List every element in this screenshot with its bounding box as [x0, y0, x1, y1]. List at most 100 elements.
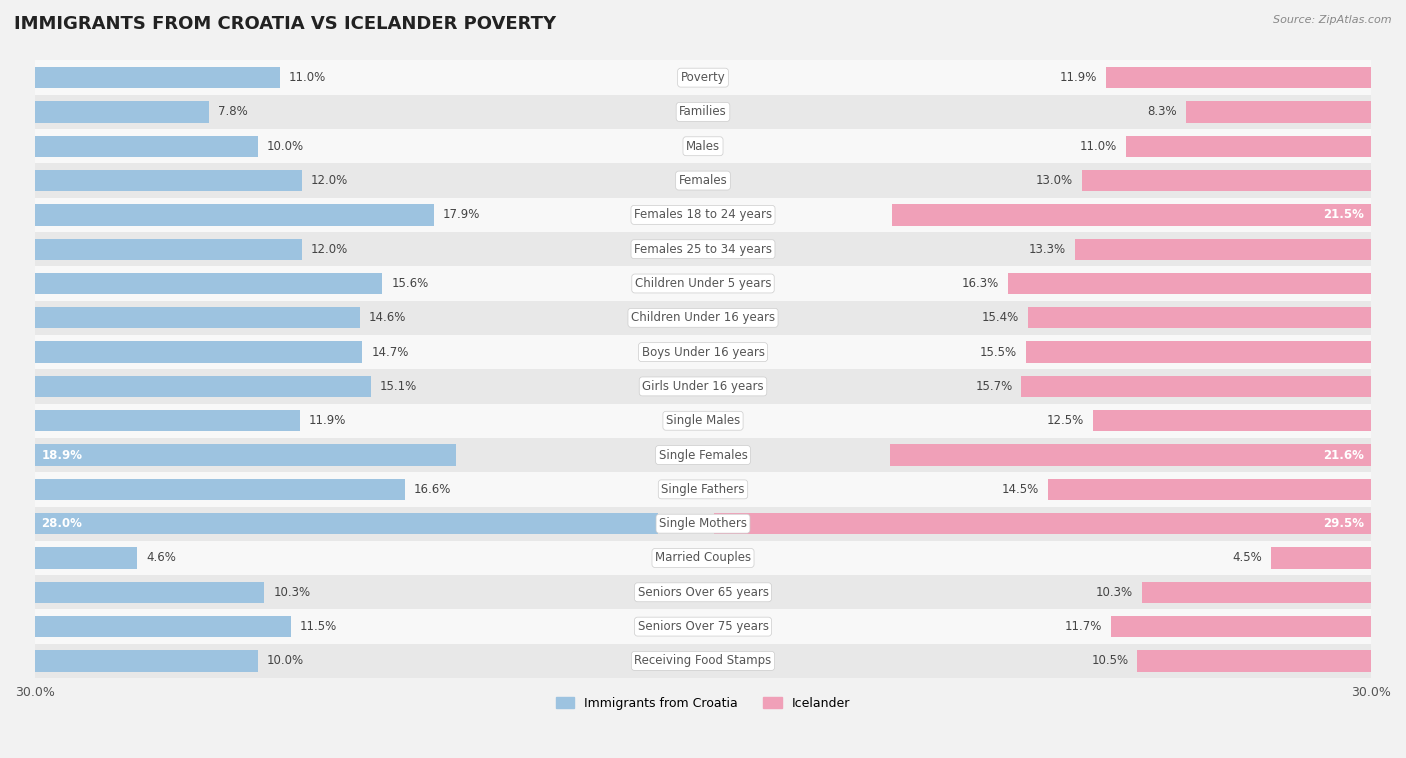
Text: Married Couples: Married Couples — [655, 552, 751, 565]
Bar — [35, 575, 1371, 609]
Text: 18.9%: 18.9% — [42, 449, 83, 462]
Text: 11.9%: 11.9% — [309, 414, 346, 428]
Bar — [35, 342, 363, 363]
Bar — [35, 61, 1371, 95]
Text: 14.5%: 14.5% — [1002, 483, 1039, 496]
Bar — [35, 506, 1371, 540]
Text: Poverty: Poverty — [681, 71, 725, 84]
Text: 15.4%: 15.4% — [981, 312, 1019, 324]
Bar — [35, 616, 291, 637]
Text: 10.0%: 10.0% — [267, 139, 304, 153]
Text: 16.6%: 16.6% — [413, 483, 451, 496]
Bar — [35, 540, 1371, 575]
Text: 11.7%: 11.7% — [1064, 620, 1102, 633]
Bar — [35, 136, 257, 157]
Bar — [35, 472, 1371, 506]
Bar — [35, 307, 360, 328]
Text: Receiving Food Stamps: Receiving Food Stamps — [634, 654, 772, 667]
Text: Single Mothers: Single Mothers — [659, 517, 747, 530]
Text: 4.6%: 4.6% — [146, 552, 176, 565]
Text: 10.3%: 10.3% — [1095, 586, 1133, 599]
Text: 7.8%: 7.8% — [218, 105, 247, 118]
Bar — [35, 609, 1371, 644]
Bar — [890, 444, 1371, 465]
Text: 15.5%: 15.5% — [980, 346, 1017, 359]
Text: IMMIGRANTS FROM CROATIA VS ICELANDER POVERTY: IMMIGRANTS FROM CROATIA VS ICELANDER POV… — [14, 15, 557, 33]
Bar — [1047, 479, 1371, 500]
Bar — [35, 164, 1371, 198]
Bar — [35, 102, 208, 123]
Text: 12.0%: 12.0% — [311, 243, 349, 255]
Text: Females 25 to 34 years: Females 25 to 34 years — [634, 243, 772, 255]
Text: 11.0%: 11.0% — [288, 71, 326, 84]
Text: Males: Males — [686, 139, 720, 153]
Text: Single Females: Single Females — [658, 449, 748, 462]
Bar — [35, 170, 302, 191]
Bar — [35, 198, 1371, 232]
Text: 10.0%: 10.0% — [267, 654, 304, 667]
Bar — [1107, 67, 1371, 88]
Text: 14.6%: 14.6% — [368, 312, 406, 324]
Bar — [1111, 616, 1371, 637]
Bar — [35, 650, 257, 672]
Text: Children Under 16 years: Children Under 16 years — [631, 312, 775, 324]
Bar — [35, 369, 1371, 403]
Bar — [35, 67, 280, 88]
Text: Boys Under 16 years: Boys Under 16 years — [641, 346, 765, 359]
Bar — [35, 273, 382, 294]
Bar — [1187, 102, 1371, 123]
Bar — [35, 204, 433, 226]
Text: Seniors Over 65 years: Seniors Over 65 years — [637, 586, 769, 599]
Bar — [1271, 547, 1371, 568]
Bar — [1008, 273, 1371, 294]
Bar — [35, 129, 1371, 164]
Text: 13.0%: 13.0% — [1036, 174, 1073, 187]
Bar — [1026, 342, 1371, 363]
Text: Single Males: Single Males — [666, 414, 740, 428]
Bar — [1092, 410, 1371, 431]
Text: Single Fathers: Single Fathers — [661, 483, 745, 496]
Bar — [714, 513, 1371, 534]
Bar — [1142, 581, 1371, 603]
Bar — [1137, 650, 1371, 672]
Bar — [35, 410, 299, 431]
Bar — [35, 232, 1371, 266]
Text: Children Under 5 years: Children Under 5 years — [634, 277, 772, 290]
Bar — [35, 239, 302, 260]
Bar — [35, 403, 1371, 438]
Text: 21.5%: 21.5% — [1323, 208, 1364, 221]
Bar — [35, 438, 1371, 472]
Bar — [35, 95, 1371, 129]
Bar — [35, 301, 1371, 335]
Text: Families: Families — [679, 105, 727, 118]
Bar — [35, 335, 1371, 369]
Text: 10.3%: 10.3% — [273, 586, 311, 599]
Bar — [35, 266, 1371, 301]
Legend: Immigrants from Croatia, Icelander: Immigrants from Croatia, Icelander — [551, 692, 855, 715]
Text: 14.7%: 14.7% — [371, 346, 409, 359]
Text: 15.1%: 15.1% — [380, 380, 418, 393]
Text: 12.0%: 12.0% — [311, 174, 349, 187]
Bar — [35, 479, 405, 500]
Bar — [1076, 239, 1371, 260]
Text: 11.0%: 11.0% — [1080, 139, 1118, 153]
Text: 15.7%: 15.7% — [976, 380, 1012, 393]
Text: 11.9%: 11.9% — [1060, 71, 1097, 84]
Text: 12.5%: 12.5% — [1046, 414, 1084, 428]
Text: 29.5%: 29.5% — [1323, 517, 1364, 530]
Bar — [1081, 170, 1371, 191]
Text: Source: ZipAtlas.com: Source: ZipAtlas.com — [1274, 15, 1392, 25]
Text: 17.9%: 17.9% — [443, 208, 479, 221]
Bar — [35, 581, 264, 603]
Bar — [35, 547, 138, 568]
Bar — [1126, 136, 1371, 157]
Bar — [35, 376, 371, 397]
Bar — [893, 204, 1371, 226]
Bar — [1021, 376, 1371, 397]
Text: 10.5%: 10.5% — [1091, 654, 1129, 667]
Text: 13.3%: 13.3% — [1029, 243, 1066, 255]
Text: 28.0%: 28.0% — [42, 517, 83, 530]
Bar — [35, 513, 658, 534]
Text: 8.3%: 8.3% — [1147, 105, 1177, 118]
Text: Girls Under 16 years: Girls Under 16 years — [643, 380, 763, 393]
